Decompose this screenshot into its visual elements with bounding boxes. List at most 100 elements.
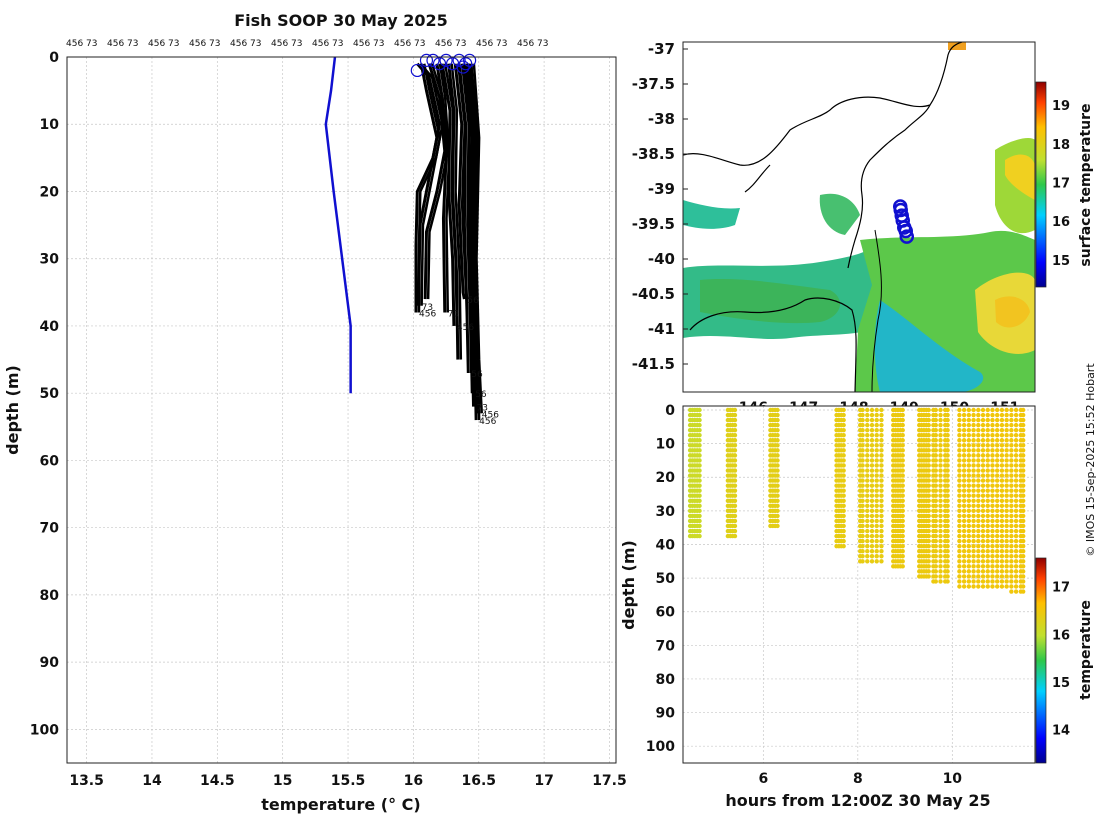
section-point <box>1009 523 1014 529</box>
section-point <box>865 407 870 413</box>
section-point <box>1020 463 1026 468</box>
section-point <box>945 427 950 433</box>
section-point <box>933 549 938 554</box>
section-point <box>1004 538 1009 544</box>
section-point <box>971 483 976 488</box>
profile-plot-frame <box>66 56 617 764</box>
section-point <box>865 458 870 463</box>
profile-y-tick-labels: 0 10 20 30 40 50 60 70 80 90 100 <box>30 50 59 738</box>
section-point <box>980 422 986 428</box>
section-colorbar-tick: 17 <box>1052 581 1070 596</box>
section-point <box>938 518 943 524</box>
profile-end-label: 456 <box>419 310 436 320</box>
section-point <box>961 458 967 463</box>
section-point <box>900 448 905 453</box>
section-point <box>985 427 990 433</box>
section-point <box>990 407 995 413</box>
section-point <box>957 584 962 589</box>
section-point <box>995 584 1000 589</box>
section-point <box>980 453 986 458</box>
section-point <box>874 407 879 413</box>
section-point <box>1013 528 1019 534</box>
section-point <box>961 463 967 468</box>
section-point <box>976 574 981 579</box>
section-point <box>1020 503 1026 509</box>
section-y-tick: 50 <box>656 571 676 587</box>
section-point <box>900 564 905 569</box>
section-point <box>865 508 870 514</box>
section-point <box>980 443 986 448</box>
section-point <box>697 493 702 498</box>
section-point <box>732 433 738 438</box>
section-point <box>961 503 967 509</box>
section-point <box>1004 412 1009 418</box>
profile-x-tick: 16 <box>404 773 423 789</box>
section-point <box>971 549 976 554</box>
section-point <box>971 422 976 428</box>
section-point <box>860 463 865 468</box>
section-point <box>879 493 884 498</box>
profile-y-tick: 80 <box>40 588 60 604</box>
section-point <box>775 478 780 483</box>
section-point <box>933 443 938 448</box>
section-point <box>1020 538 1026 544</box>
section-point <box>879 533 884 539</box>
map-frame <box>682 41 1036 393</box>
section-point <box>879 458 884 463</box>
section-point <box>732 523 738 529</box>
section-point <box>957 412 962 418</box>
section-point <box>732 533 738 539</box>
section-point <box>985 443 990 448</box>
section-point <box>865 438 870 443</box>
section-point <box>879 538 884 544</box>
section-point <box>985 554 990 559</box>
figure-title: Fish SOOP 30 May 2025 <box>234 11 448 30</box>
section-point <box>985 508 990 514</box>
section-point <box>980 528 986 534</box>
profile-top-labels: 456 73 456 73 456 73 456 73 456 73 456 73 456 … <box>66 39 549 49</box>
section-point <box>957 473 962 478</box>
section-point <box>966 458 972 463</box>
section-point <box>990 513 995 519</box>
section-point <box>971 458 976 463</box>
section-point <box>980 543 986 549</box>
section-point <box>999 417 1005 423</box>
section-point <box>938 554 943 559</box>
section-point <box>957 483 962 488</box>
section-point <box>926 463 931 468</box>
section-point <box>971 412 976 418</box>
section-point <box>999 433 1005 438</box>
section-point <box>869 513 875 519</box>
section-point <box>1013 433 1019 438</box>
section-point <box>1020 549 1026 554</box>
section-point <box>957 443 962 448</box>
section-point <box>985 478 990 483</box>
section-point <box>874 543 879 549</box>
section-point <box>775 518 780 524</box>
section-point <box>1004 488 1009 493</box>
section-point <box>1004 579 1009 584</box>
section-point <box>1009 493 1014 498</box>
section-point <box>775 473 780 478</box>
section-point <box>874 513 879 519</box>
section-point <box>933 579 938 584</box>
section-point <box>900 554 905 559</box>
section-point <box>980 518 986 524</box>
section-point <box>860 528 865 534</box>
section-point <box>1013 508 1019 514</box>
section-point <box>879 438 884 443</box>
section-point <box>995 478 1000 483</box>
section-point <box>966 518 972 524</box>
section-point <box>775 463 780 468</box>
section-point <box>874 453 879 458</box>
section-point <box>985 559 990 564</box>
section-point <box>1004 513 1009 519</box>
section-point <box>865 448 870 453</box>
section-point <box>1009 554 1014 559</box>
profile-end-label: 456 <box>479 417 496 427</box>
profile-line <box>417 63 439 306</box>
section-point <box>999 473 1005 478</box>
map-y-tick-labels: -37 -37.5 -38 -38.5 -39 -39.5 -40 -40.5 -41 -41.5 <box>632 40 688 373</box>
